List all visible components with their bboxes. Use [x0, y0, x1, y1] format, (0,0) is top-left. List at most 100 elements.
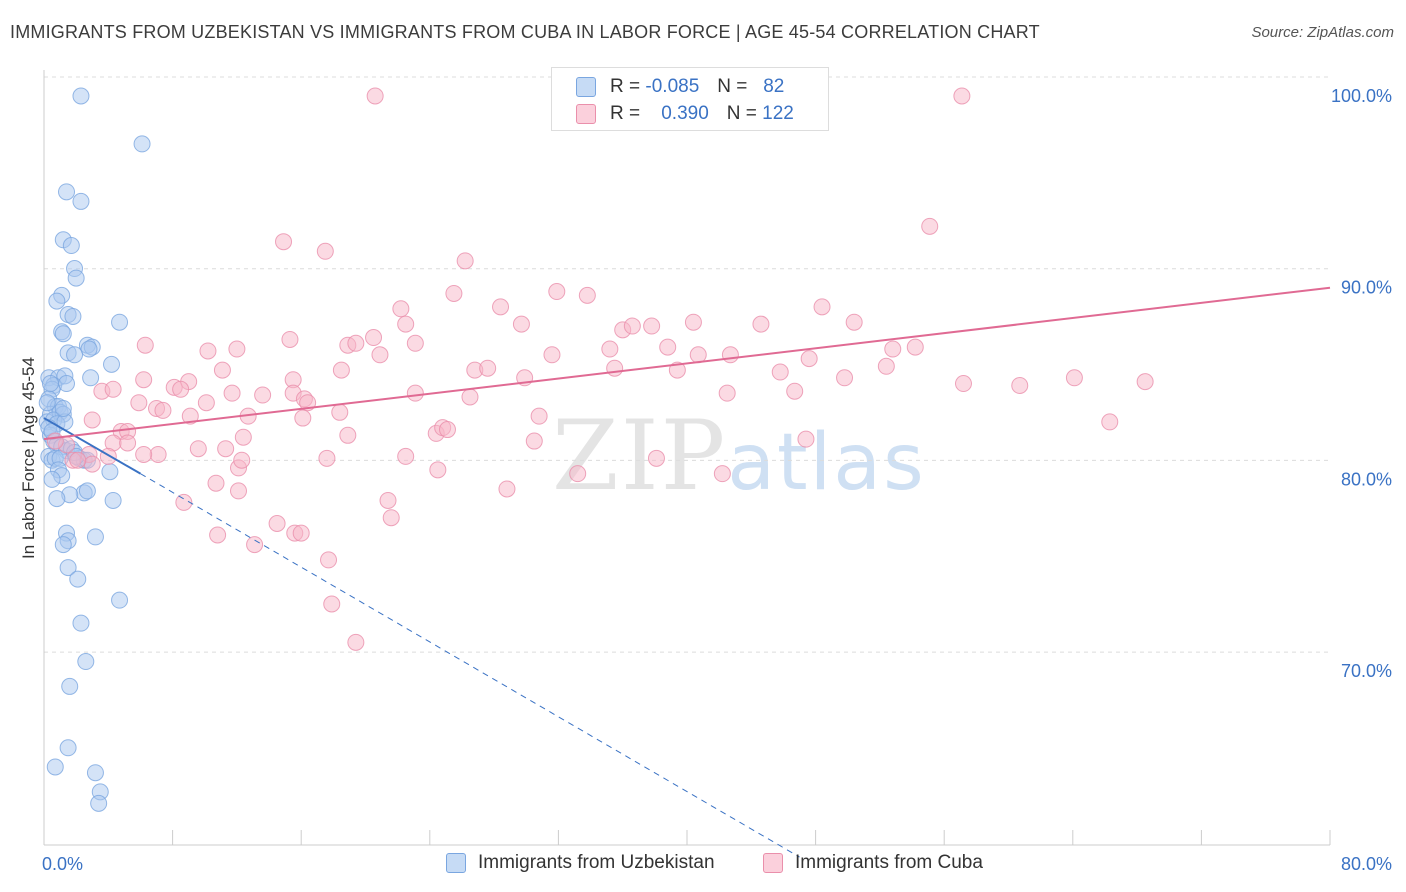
data-point [752, 315, 770, 333]
data-point [1136, 373, 1154, 391]
legend-item-cuba[interactable]: Immigrants from Cuba [763, 852, 983, 874]
data-point [498, 480, 516, 498]
chart-title: IMMIGRANTS FROM UZBEKISTAN VS IMMIGRANTS… [10, 22, 1040, 42]
data-point [77, 653, 95, 671]
data-point [175, 493, 193, 511]
data-point [845, 313, 863, 331]
data-point [397, 447, 415, 465]
data-point [154, 401, 172, 419]
data-point [46, 758, 64, 776]
stats-r-value: 0.390 [661, 103, 709, 124]
legend-swatch-uzbekistan [446, 853, 466, 873]
data-point [209, 526, 227, 544]
data-point [69, 451, 87, 469]
data-point [62, 237, 80, 255]
data-point [38, 394, 56, 412]
stats-swatch-cuba [576, 104, 596, 124]
data-point [406, 334, 424, 352]
data-point [456, 252, 474, 270]
data-point [90, 794, 108, 812]
stats-row-uzbekistan: R = -0.085 N = 82 [576, 76, 784, 98]
data-point [72, 614, 90, 632]
data-point [316, 242, 334, 260]
data-point [101, 463, 119, 481]
data-point [397, 315, 415, 333]
data-point [320, 551, 338, 569]
data-point [1065, 369, 1083, 387]
data-point [718, 384, 736, 402]
data-point [525, 432, 543, 450]
data-point [684, 313, 702, 331]
data-point [601, 340, 619, 358]
data-point [800, 350, 818, 368]
x-tick-label: 0.0% [42, 854, 83, 874]
data-point [954, 375, 972, 393]
data-point [721, 346, 739, 364]
data-point [111, 591, 129, 609]
data-point [836, 369, 854, 387]
data-point [906, 338, 924, 356]
source-label: Source: ZipAtlas.com [1251, 24, 1394, 41]
data-point [86, 528, 104, 546]
data-point [392, 300, 410, 318]
data-point [228, 340, 246, 358]
data-point [659, 338, 677, 356]
legend-item-uzbekistan[interactable]: Immigrants from Uzbekistan [446, 852, 715, 874]
data-point [797, 430, 815, 448]
y-tick-label: 90.0% [1341, 278, 1392, 298]
data-point [72, 192, 90, 210]
data-point [230, 482, 248, 500]
stats-r-value: -0.085 [645, 76, 700, 97]
legend-label-cuba: Immigrants from Cuba [795, 852, 983, 873]
data-point [46, 432, 64, 450]
data-point [786, 382, 804, 400]
data-point [199, 342, 217, 360]
data-point [69, 570, 87, 588]
data-point [813, 298, 831, 316]
data-point [543, 346, 561, 364]
data-point [130, 394, 148, 412]
data-point [569, 465, 587, 483]
data-point [323, 595, 341, 613]
data-point [365, 329, 383, 347]
data-point [207, 474, 225, 492]
y-tick-label: 70.0% [1341, 661, 1392, 681]
data-point [83, 411, 101, 429]
data-point [281, 330, 299, 348]
data-point [82, 369, 100, 387]
data-point [294, 409, 312, 427]
stats-swatch-uzbekistan [576, 77, 596, 97]
trend-lines [43, 286, 1331, 858]
data-point [479, 359, 497, 377]
data-point [379, 491, 397, 509]
data-point [246, 536, 264, 554]
data-point [438, 421, 456, 439]
data-point [111, 313, 129, 331]
data-point [668, 361, 686, 379]
data-point [54, 399, 72, 417]
data-point [58, 375, 76, 393]
data-point [347, 334, 365, 352]
y-tick-label: 100.0% [1331, 86, 1392, 106]
data-point [953, 87, 971, 105]
data-point [61, 677, 79, 695]
stats-n-value: 82 [763, 76, 785, 97]
data-point [233, 451, 251, 469]
data-point [135, 445, 153, 463]
stats-legend: R = -0.085 N = 82 R = 0.390 N = 122 [551, 67, 829, 131]
data-point [332, 361, 350, 379]
data-point [1101, 413, 1119, 431]
data-point [181, 407, 199, 425]
y-axis-label: In Labor Force | Age 45-54 [19, 357, 38, 559]
data-point [136, 336, 154, 354]
data-point [371, 346, 389, 364]
trend-line-cuba [43, 286, 1331, 441]
stats-r-label: R = [610, 103, 641, 124]
data-point [234, 428, 252, 446]
trend-line-uzbekistan-extension [140, 473, 800, 858]
data-point [217, 440, 235, 458]
data-point [429, 461, 447, 479]
data-point [647, 449, 665, 467]
tick-labels: 70.0% 80.0% 90.0% 100.0% 0.0% 80.0% In Labor F… [19, 86, 1392, 874]
